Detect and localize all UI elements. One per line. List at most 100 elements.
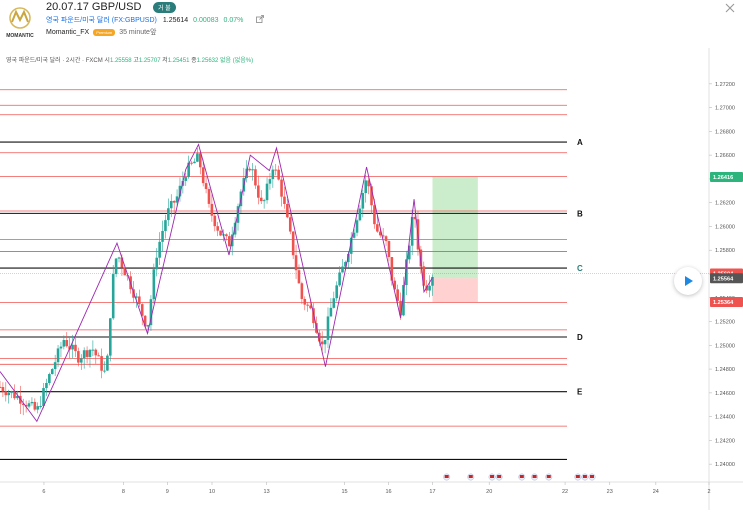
legend-l-label: 저 [162, 58, 168, 64]
price-label: 1.26416 [713, 175, 733, 181]
candle-body [161, 230, 164, 242]
candle-body [303, 298, 307, 305]
candle-body [198, 153, 202, 168]
candle-body [405, 259, 408, 285]
candle-body [233, 222, 237, 235]
x-tick-label: 10 [209, 489, 215, 495]
candle-body [355, 220, 359, 233]
candle-body [30, 401, 34, 404]
candle-body [155, 257, 159, 270]
event-flag-mark [590, 475, 595, 478]
candle-body [335, 285, 339, 299]
candle-body [387, 241, 391, 258]
candle-body [50, 369, 54, 375]
candle-body [48, 374, 51, 384]
candle-body [39, 405, 42, 407]
candle-body [56, 348, 60, 363]
level-label: D [577, 333, 583, 342]
price-label-box [710, 273, 743, 284]
price-label: 1.25364 [713, 300, 734, 306]
candle-body [280, 179, 283, 197]
candle-body [361, 193, 365, 209]
candle-body [358, 208, 362, 221]
x-tick-label: 8 [122, 489, 125, 495]
candle-body [140, 304, 144, 316]
chart-legend: 영국 파운드/미국 달러 · 2시간 · FXCM 시1.25558 고1.25… [6, 55, 253, 64]
price-change-pct: 0.07% [223, 17, 244, 24]
candle-body [53, 362, 57, 370]
candle-body [326, 316, 330, 340]
legend-close: 1.25632 [196, 58, 219, 64]
x-tick-label: 13 [264, 489, 270, 495]
candle-body [274, 169, 278, 171]
candle-body [347, 253, 350, 262]
candle-body [88, 349, 92, 357]
candle-body [329, 307, 333, 317]
candle-body [390, 257, 394, 281]
author-name[interactable]: Momantic_FX [46, 29, 90, 36]
chart-area[interactable]: 1.272001.270001.268001.266001.264001.262… [0, 48, 743, 510]
y-tick-label: 1.26200 [715, 201, 735, 207]
candle-body [257, 185, 260, 198]
candle-body [123, 267, 127, 276]
y-tick-label: 1.24600 [715, 391, 735, 397]
candle-body [201, 167, 205, 184]
candle-body [33, 401, 37, 410]
candle-body [323, 339, 327, 345]
candle-body [135, 296, 138, 298]
candle-body [277, 169, 280, 180]
price-label: 1.25564 [713, 276, 734, 282]
event-flag-mark [490, 475, 495, 478]
candle-body [85, 350, 89, 357]
y-tick-label: 1.25200 [715, 320, 735, 326]
candle-body [152, 269, 156, 300]
symbol-line[interactable]: 영국 파운드/미국 달러 (FX:GBPUSD) 1.25614 0.00083 0.… [46, 15, 243, 25]
legend-low: 1.25451 [167, 58, 190, 64]
candle-body [410, 216, 414, 246]
candle-body [184, 177, 188, 181]
candle-body [216, 226, 219, 231]
candle-body [91, 349, 95, 351]
level-label: A [577, 138, 583, 147]
candle-body [413, 216, 417, 220]
y-tick-label: 1.26000 [715, 224, 735, 230]
close-icon[interactable] [724, 2, 736, 14]
candle-body [62, 340, 66, 347]
candle-body [381, 235, 385, 237]
idea-title: 20.07.17 GBP/USD [46, 1, 142, 13]
candle-body [36, 406, 40, 410]
y-tick-label: 1.25800 [715, 248, 735, 254]
candle-body [297, 270, 301, 284]
symbol-name[interactable]: 영국 파운드/미국 달러 (FX:GBPUSD) [46, 17, 157, 24]
candle-body [1, 387, 5, 392]
candle-body [317, 332, 321, 342]
candle-body [27, 403, 31, 407]
candle-body [210, 203, 214, 216]
candle-body [268, 179, 272, 184]
price-change: 0.00083 [193, 17, 219, 24]
candle-body [320, 341, 324, 345]
legend-change: 없음 (없음%) [220, 58, 254, 64]
candle-body [399, 300, 402, 316]
candle-body [367, 180, 370, 187]
candle-body [428, 285, 431, 291]
candle-body [254, 169, 257, 186]
candle-body [65, 340, 69, 347]
candle-body [286, 203, 289, 218]
candle-body [349, 237, 353, 254]
logo-text: MOMANTIC [6, 33, 34, 39]
level-label: E [577, 388, 583, 397]
candle-body [0, 386, 2, 388]
play-button[interactable] [674, 267, 702, 295]
share-icon[interactable] [256, 15, 264, 23]
legend-prefix: 영국 파운드/미국 달러 · 2시간 · FXCM [6, 58, 103, 64]
candle-body [71, 344, 74, 350]
candle-body [16, 395, 19, 399]
y-tick-label: 1.24200 [715, 438, 735, 444]
premium-badge: Premium [93, 28, 116, 36]
price-chart[interactable]: 1.272001.270001.268001.266001.264001.262… [0, 48, 743, 510]
play-icon [685, 276, 693, 286]
candle-body [103, 370, 106, 372]
candle-body [352, 232, 356, 238]
candle-body [338, 272, 341, 286]
